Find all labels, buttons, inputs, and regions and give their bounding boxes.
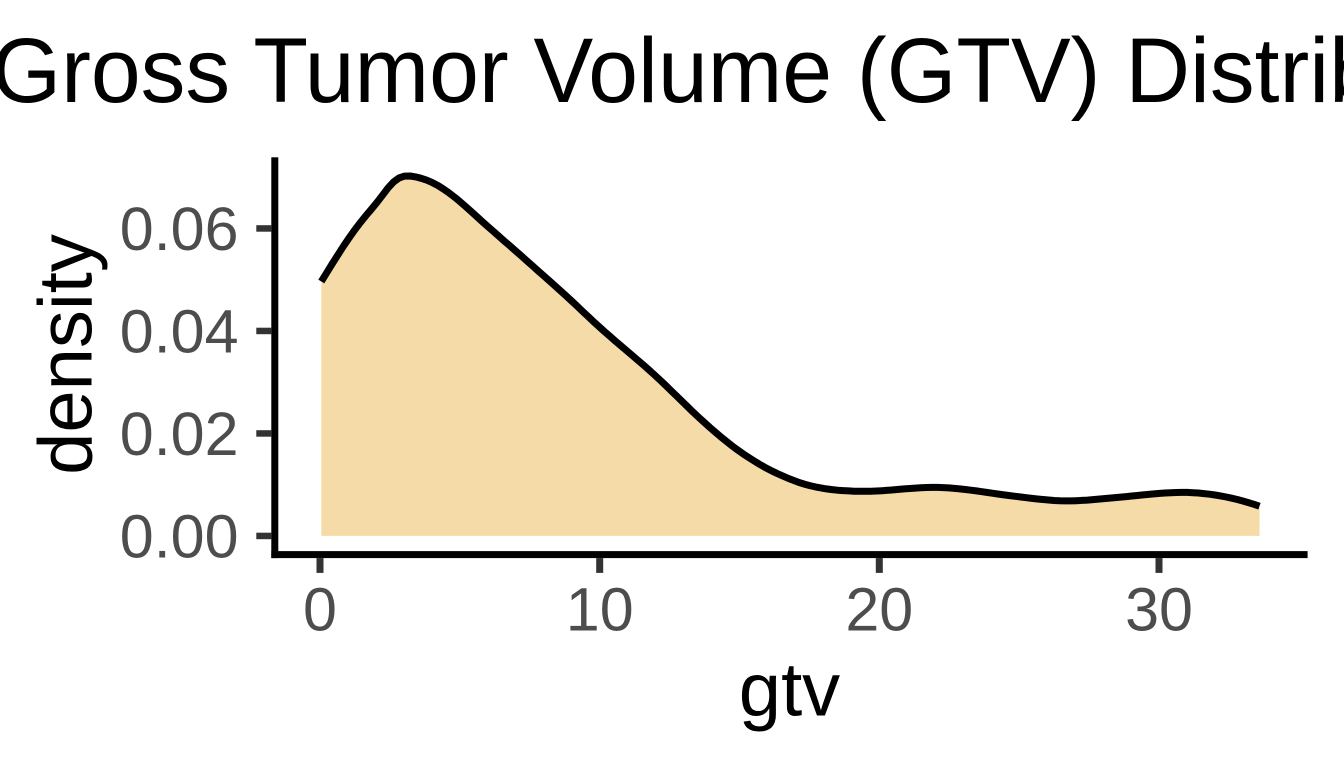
svg-text:0.02: 0.02 — [120, 400, 239, 468]
svg-text:Gross Tumor Volume (GTV) Distr: Gross Tumor Volume (GTV) Distribution — [0, 20, 1344, 122]
svg-text:0.04: 0.04 — [120, 298, 239, 366]
svg-text:20: 20 — [845, 576, 913, 644]
svg-text:gtv: gtv — [739, 648, 840, 733]
svg-text:10: 10 — [566, 576, 634, 644]
svg-text:30: 30 — [1125, 576, 1193, 644]
svg-text:0.00: 0.00 — [120, 503, 239, 571]
svg-text:0.06: 0.06 — [120, 195, 239, 263]
svg-text:0: 0 — [303, 576, 337, 644]
svg-text:density: density — [24, 234, 109, 475]
